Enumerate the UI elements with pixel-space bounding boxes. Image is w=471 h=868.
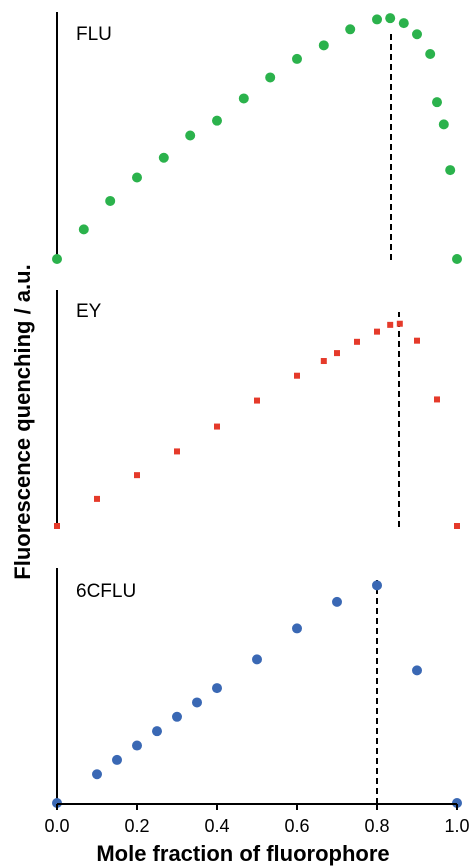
data-point — [294, 372, 300, 379]
data-point — [134, 472, 140, 479]
x-tick-label: 0.0 — [44, 816, 69, 836]
panel-6cflu: 6CFLU — [52, 568, 462, 808]
data-point — [192, 697, 202, 708]
data-point — [396, 320, 403, 327]
data-point — [105, 195, 116, 206]
panel-label: EY — [76, 301, 102, 322]
data-point — [374, 328, 380, 335]
x-tick-label: 0.8 — [364, 816, 389, 836]
data-point — [334, 350, 340, 357]
data-point — [445, 165, 456, 176]
data-point — [452, 254, 462, 264]
data-point — [292, 623, 302, 634]
data-point — [92, 769, 102, 780]
x-tick-label: 0.6 — [284, 816, 309, 836]
data-point — [132, 172, 142, 183]
data-point — [158, 152, 169, 163]
data-point — [94, 495, 100, 502]
data-point — [254, 397, 260, 404]
data-point — [318, 40, 329, 51]
data-point — [387, 321, 394, 328]
data-point — [172, 711, 182, 722]
data-point — [385, 13, 396, 24]
data-point — [414, 337, 420, 344]
x-tick-label: 0.2 — [124, 816, 149, 836]
data-point — [425, 48, 436, 59]
data-point — [332, 596, 342, 607]
data-point — [54, 523, 60, 529]
data-point — [412, 29, 422, 40]
data-point — [412, 665, 422, 676]
data-point — [214, 423, 220, 430]
data-point — [320, 358, 327, 365]
data-point — [78, 224, 89, 235]
data-point — [292, 53, 302, 64]
x-axis-title: Mole fraction of fluorophore — [96, 841, 389, 866]
data-point — [212, 683, 222, 694]
data-point — [454, 523, 460, 529]
data-point — [372, 580, 382, 591]
data-point — [212, 115, 222, 126]
panel-flu: FLU — [52, 12, 462, 264]
data-point — [112, 754, 122, 765]
x-tick-label: 0.4 — [204, 816, 229, 836]
data-point — [174, 448, 180, 455]
data-point — [132, 740, 142, 751]
panels: FLU EY 6CFLU — [52, 12, 462, 808]
data-point — [52, 254, 62, 264]
data-point — [345, 24, 356, 35]
data-point — [434, 396, 440, 403]
data-point — [252, 654, 262, 665]
y-axis-title: Fluorescence quenching / a.u. — [10, 264, 35, 579]
data-point — [432, 97, 442, 108]
data-point — [265, 72, 276, 83]
data-point — [152, 726, 162, 737]
data-point — [238, 93, 249, 104]
data-point — [398, 18, 409, 29]
data-point — [438, 119, 449, 130]
data-point — [185, 130, 196, 141]
x-tick-label: 1.0 — [444, 816, 469, 836]
panel-label: 6CFLU — [76, 581, 136, 602]
panel-label: FLU — [76, 24, 112, 45]
panel-ey: EY — [54, 290, 460, 529]
x-axis: 0.0 0.2 0.4 0.6 0.8 1.0 — [44, 803, 470, 836]
data-point — [372, 14, 382, 25]
data-point — [354, 338, 360, 345]
